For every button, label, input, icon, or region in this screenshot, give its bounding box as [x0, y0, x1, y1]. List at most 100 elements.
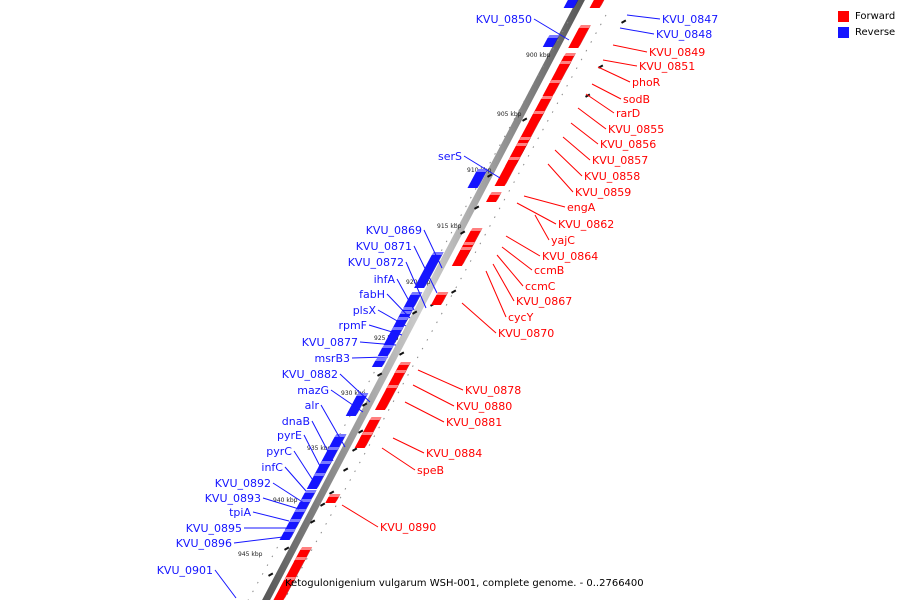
forward-swatch	[838, 10, 849, 22]
gene-label-yajc: yajC	[534, 214, 575, 247]
gene-label-sers: serS	[438, 150, 501, 179]
tick-mark	[284, 546, 290, 551]
gene-label-text: KVU_0858	[584, 170, 640, 183]
backbone-strand	[262, 0, 585, 600]
gene-label-kvu-0877: KVU_0877	[302, 336, 397, 349]
gene-label-text: KVU_0884	[426, 447, 482, 460]
gene-label-text: msrB3	[314, 352, 350, 365]
kbp-tick-label: 940 kbp	[273, 497, 298, 504]
kbp-tick-label: 905 kbp	[497, 111, 522, 118]
gene-label-text: KVU_0871	[356, 240, 412, 253]
gene-label-text: ccmB	[534, 264, 564, 277]
gene-label-text: dnaB	[282, 415, 310, 428]
kbp-tick-label: 945 kbp	[238, 551, 263, 558]
gene-label-kvu-0858: KVU_0858	[554, 149, 640, 183]
gene-label-text: KVU_0881	[446, 416, 502, 429]
tick-mark	[474, 205, 480, 210]
tick-mark	[522, 117, 528, 122]
gene-label-text: KVU_0864	[542, 250, 598, 263]
reverse-gene-block	[345, 393, 369, 416]
gene-label-kvu-0850: KVU_0850	[476, 13, 570, 41]
gene-label-text: tpiA	[229, 506, 251, 519]
legend-reverse-label: Reverse	[855, 26, 896, 38]
legend-reverse: Reverse	[838, 24, 895, 40]
gene-label-kvu-0871: KVU_0871	[356, 240, 438, 294]
legend-forward-label: Forward	[855, 10, 896, 22]
kbp-tick-label: 930 kbp	[341, 390, 366, 397]
gene-label-kvu-0880: KVU_0880	[412, 384, 512, 413]
gene-label-kvu-0859: KVU_0859	[547, 163, 631, 199]
gene-label-text: KVU_0856	[600, 138, 656, 151]
forward-gene-block	[518, 111, 545, 142]
tick-mark	[329, 490, 335, 495]
gene-label-kvu-0847: KVU_0847	[626, 13, 718, 26]
tick-mark	[320, 502, 326, 507]
gene-label-text: KVU_0896	[176, 537, 232, 550]
gene-label-kvu-0884: KVU_0884	[392, 437, 482, 460]
forward-gene-block	[273, 577, 297, 600]
gene-label-rpmf: rpmF	[338, 319, 403, 336]
gene-label-text: speB	[417, 464, 444, 477]
gene-label-rard: rarD	[585, 93, 640, 120]
tick-mark	[459, 230, 466, 235]
gene-label-pyrc: pyrC	[266, 445, 317, 486]
gene-label-infc: infC	[261, 461, 307, 492]
gene-label-ccmc: ccmC	[496, 254, 556, 293]
gene-label-text: KVU_0851	[639, 60, 695, 73]
gene-label-text: KVU_0862	[558, 218, 614, 231]
gene-label-kvu-0870: KVU_0870	[461, 302, 554, 340]
gene-label-text: alr	[305, 399, 320, 412]
gene-label-phor: phoR	[597, 66, 661, 89]
gene-label-text: KVU_0901	[157, 564, 213, 577]
forward-gene-block	[550, 61, 572, 82]
gene-label-kvu-0882: KVU_0882	[282, 368, 371, 403]
tick-mark	[486, 173, 493, 178]
gene-label-text: ccmC	[525, 280, 556, 293]
reverse-swatch	[838, 26, 849, 38]
forward-gene-block	[325, 494, 341, 503]
gene-label-text: KVU_0850	[476, 13, 532, 26]
forward-gene-block	[494, 157, 521, 186]
reverse-gene-block	[300, 490, 317, 500]
gene-label-text: KVU_0877	[302, 336, 358, 349]
gene-label-text: plsX	[353, 304, 377, 317]
gene-label-text: serS	[438, 150, 462, 163]
gene-label-text: sodB	[623, 93, 650, 106]
gene-label-kvu-0856: KVU_0856	[570, 122, 656, 151]
gene-label-text: pyrE	[277, 429, 302, 442]
gene-label-text: KVU_0890	[380, 521, 436, 534]
gene-label-kvu-0857: KVU_0857	[562, 136, 648, 167]
tick-mark	[343, 467, 349, 472]
forward-gene-block	[354, 432, 374, 448]
kbp-tick-label: 925 kbp	[374, 335, 399, 342]
gene-label-pyre: pyrE	[277, 429, 324, 473]
reverse-gene-block	[563, 0, 579, 8]
gene-label-kvu-0851: KVU_0851	[602, 59, 695, 73]
forward-gene-block	[568, 25, 591, 48]
reverse-gene-block	[371, 358, 388, 367]
gene-label-tpia: tpiA	[229, 506, 290, 522]
reverse-gene-block	[467, 169, 489, 188]
guide-line-left	[247, 21, 569, 600]
tick-mark	[377, 372, 383, 377]
legend: Forward Reverse	[838, 8, 895, 40]
gene-label-text: pyrC	[266, 445, 292, 458]
gene-label-text: cycY	[508, 311, 534, 324]
gene-label-dnab: dnaB	[282, 415, 334, 462]
tick-mark	[357, 429, 364, 434]
gene-label-text: fabH	[359, 288, 385, 301]
forward-gene-block	[374, 385, 399, 410]
gene-label-kvu-0872: KVU_0872	[348, 256, 427, 309]
gene-label-kvu-0893: KVU_0893	[205, 492, 300, 510]
forward-gene-block	[542, 80, 562, 96]
tick-mark	[362, 402, 368, 407]
gene-label-kvu-0849: KVU_0849	[612, 44, 705, 59]
gene-label-text: KVU_0895	[186, 522, 242, 535]
gene-label-kvu-0896: KVU_0896	[176, 536, 284, 550]
gene-label-kvu-0890: KVU_0890	[341, 504, 436, 534]
gene-label-text: KVU_0847	[662, 13, 718, 26]
gene-label-text: phoR	[632, 76, 661, 89]
gene-label-plsx: plsX	[353, 304, 407, 327]
gene-label-kvu-0864: KVU_0864	[505, 235, 598, 263]
gene-label-text: KVU_0892	[215, 477, 271, 490]
